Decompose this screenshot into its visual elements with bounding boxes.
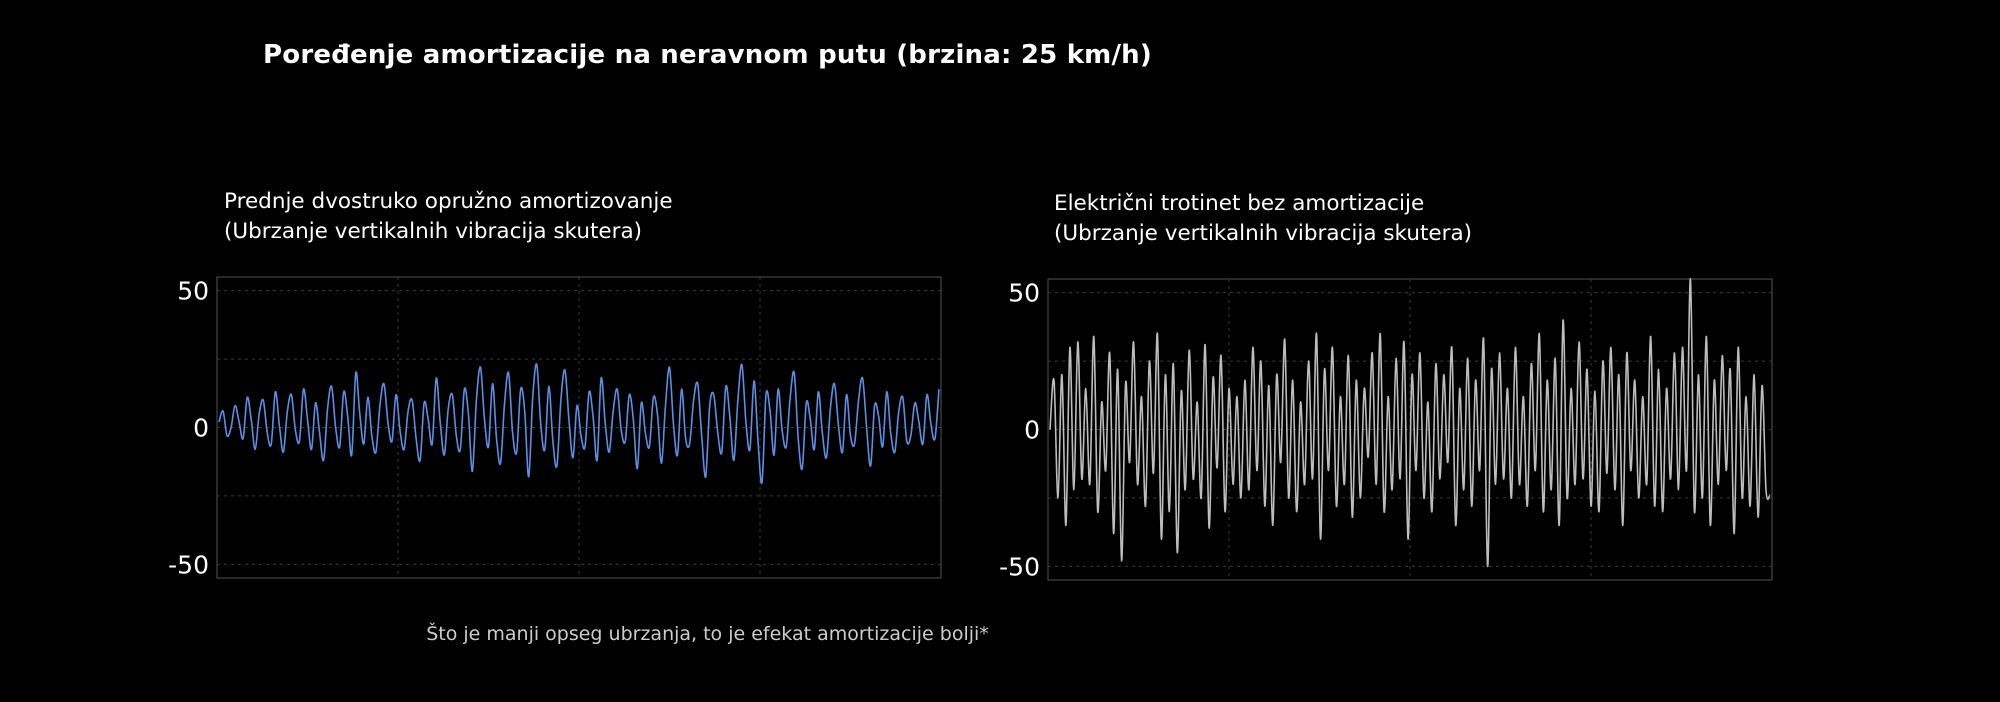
y-tick-label: -50 xyxy=(999,552,1040,581)
y-tick-label: 50 xyxy=(1008,279,1040,308)
y-tick-label: 50 xyxy=(177,277,209,306)
y-tick-label: -50 xyxy=(168,550,209,579)
chart-title-right: Električni trotinet bez amortizacije (Ub… xyxy=(1054,189,1472,249)
series-line-right xyxy=(1049,278,1771,568)
y-tick-label: 0 xyxy=(193,414,209,443)
chart-panel-right: 50 0 -50 xyxy=(999,278,1773,581)
y-tick-label: 0 xyxy=(1024,416,1040,445)
chart-panel-left: 50 0 -50 xyxy=(168,276,942,579)
chart-title-left: Prednje dvostruko opružno amortizovanje … xyxy=(224,187,673,247)
chart-title-left-line2: (Ubrzanje vertikalnih vibracija skutera) xyxy=(224,219,643,244)
series-line-left xyxy=(218,363,940,485)
chart-title-left-line1: Prednje dvostruko opružno amortizovanje xyxy=(224,189,673,214)
footnote: Što je manji opseg ubrzanja, to je efeka… xyxy=(426,623,989,645)
page-title: Poređenje amortizacije na neravnom putu … xyxy=(263,40,1152,70)
chart-title-right-line2: (Ubrzanje vertikalnih vibracija skutera) xyxy=(1054,221,1473,246)
chart-title-right-line1: Električni trotinet bez amortizacije xyxy=(1054,191,1425,216)
